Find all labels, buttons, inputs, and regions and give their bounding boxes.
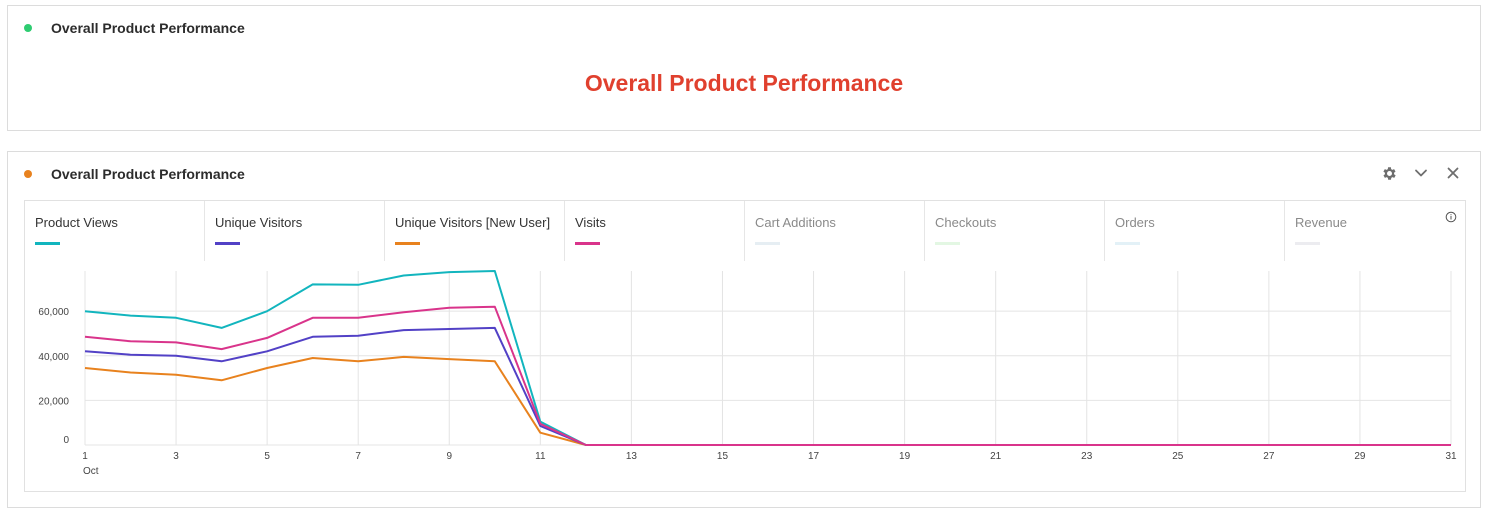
legend-label: Visits [575,215,606,230]
legend-label: Unique Visitors [215,215,303,230]
legend-item[interactable]: Unique Visitors [New User] [385,201,565,261]
info-icon[interactable] [1445,210,1457,223]
status-dot [24,170,32,178]
legend-swatch [1115,242,1140,245]
legend-swatch [575,242,600,245]
legend-label: Cart Additions [755,215,836,230]
x-tick-label: 11 [535,451,546,462]
legend-label: Revenue [1295,215,1348,230]
x-tick-label: 21 [990,451,1002,462]
x-tick-label: 3 [173,451,179,462]
legend-swatch [1295,242,1320,245]
legend-item[interactable]: Orders [1105,201,1285,261]
y-tick-label: 20,000 [38,396,69,407]
x-tick-label: 19 [899,451,911,462]
x-tick-label: 1 [82,451,88,462]
text-panel: Overall Product Performance Overall Prod… [7,5,1481,131]
x-tick-label: 17 [808,451,820,462]
legend-item[interactable]: Product Views [25,201,205,261]
legend-swatch [755,242,780,245]
x-tick-label: 7 [355,451,361,462]
legend-label: Checkouts [935,215,997,230]
line-chart-panel: Overall Product Performance Product View… [7,151,1481,508]
x-tick-label: 27 [1263,451,1275,462]
x-tick-label: 25 [1172,451,1184,462]
panel-actions [1380,164,1462,182]
y-tick-label: 0 [63,435,69,446]
legend-swatch [395,242,420,245]
text-visualization-title: Overall Product Performance [584,70,904,96]
legend-item[interactable]: Visits [565,201,745,261]
gear-icon[interactable] [1380,164,1398,182]
legend-label: Product Views [35,215,118,230]
legend-item[interactable]: Revenue [1285,201,1465,261]
series-line-unique-visitors[interactable] [84,326,1451,446]
x-tick-label: 23 [1081,451,1093,462]
x-tick-label: 29 [1354,451,1366,462]
legend-label: Orders [1115,215,1155,230]
panel-header: Overall Product Performance [24,20,245,36]
legend-item[interactable]: Cart Additions [745,201,925,261]
x-tick-label: 15 [717,451,729,462]
series-line-product-views[interactable] [84,270,1451,446]
x-tick-label: 13 [626,451,638,462]
y-tick-label: 40,000 [38,352,69,363]
x-axis-month-label: Oct [83,466,99,477]
chevron-down-icon[interactable] [1412,164,1430,182]
series-line-visits[interactable] [84,305,1451,446]
x-tick-label: 31 [1445,451,1457,462]
panel-title[interactable]: Overall Product Performance [51,166,245,182]
y-tick-label: 60,000 [38,307,69,318]
legend-item[interactable]: Checkouts [925,201,1105,261]
chart-legend: Product Views Unique Visitors Unique Visit… [25,201,1465,261]
legend-swatch [215,242,240,245]
line-chart-visualization: Product Views Unique Visitors Unique Visit… [24,200,1466,492]
series-line-unique-visitors-new-user[interactable] [84,355,1451,446]
close-icon[interactable] [1444,164,1462,182]
legend-label: Unique Visitors [New User] [395,215,551,230]
x-tick-label: 9 [446,451,452,462]
status-dot [24,24,32,32]
x-tick-label: 5 [264,451,270,462]
legend-swatch [35,242,60,245]
panel-header: Overall Product Performance [24,166,245,182]
legend-swatch [935,242,960,245]
legend-item[interactable]: Unique Visitors [205,201,385,261]
panel-title[interactable]: Overall Product Performance [51,20,245,36]
